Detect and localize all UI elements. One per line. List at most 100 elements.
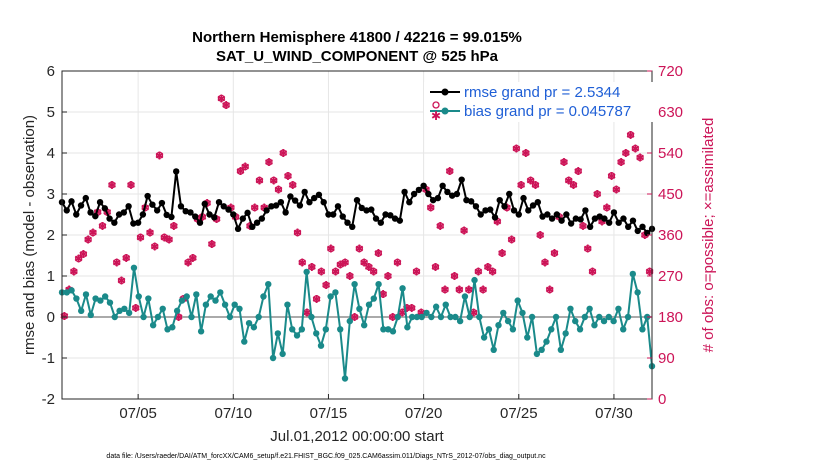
y-right-tick-label: 540	[658, 145, 683, 162]
bias-point	[169, 324, 176, 331]
count-assimilated-point: ✱	[336, 259, 345, 272]
count-assimilated-point: ✱	[626, 129, 635, 142]
y-right-tick-label: 270	[658, 268, 683, 285]
count-assimilated-point: ✱	[217, 92, 226, 105]
count-possible-point	[569, 181, 578, 189]
count-possible-point	[441, 286, 449, 294]
rmse-point	[215, 199, 223, 206]
count-possible-point	[151, 242, 159, 250]
count-assimilated-point: ✱	[383, 270, 392, 283]
count-possible-point	[460, 226, 468, 235]
rmse-point	[82, 194, 89, 202]
bias-point	[332, 289, 339, 296]
rmse-point	[415, 186, 423, 194]
bias-point	[226, 313, 234, 321]
y-axis-left-ticks: -2 -1 0 1 2 3 4 5 6	[42, 63, 67, 408]
rmse-point	[472, 203, 480, 210]
count-assimilated-point: ✱	[260, 202, 269, 215]
bias-point	[116, 307, 123, 315]
rmse-point	[601, 215, 608, 222]
count-assimilated-point: ✱	[512, 142, 521, 155]
count-possible-point	[536, 231, 544, 239]
count-assimilated-point: ✱	[364, 261, 373, 274]
count-possible-point	[360, 258, 368, 266]
bias-point	[600, 317, 608, 325]
y-right-tick-label: 630	[658, 104, 683, 121]
chart-title: Northern Hemisphere 41800 / 42216 = 99.0…	[192, 29, 522, 46]
count-possible-point	[60, 312, 68, 320]
count-assimilated-point: ✱	[374, 247, 383, 260]
x-tick-label: 07/05	[119, 405, 157, 422]
bias-point	[428, 313, 435, 321]
count-assimilated-point: ✱	[298, 256, 307, 269]
bias-point	[634, 289, 641, 296]
count-possible-point	[265, 158, 273, 166]
count-possible-point	[446, 167, 454, 175]
rmse-point	[325, 211, 332, 218]
rmse-point	[506, 190, 513, 198]
count-assimilated-point: ✱	[255, 174, 264, 187]
count-assimilated-point: ✱	[483, 261, 492, 274]
count-assimilated-point: ✱	[436, 220, 445, 233]
bias-point	[207, 293, 214, 300]
count-possible-point	[412, 267, 421, 276]
bias-point	[423, 309, 430, 317]
rmse-point	[144, 192, 151, 200]
bias-point	[188, 313, 195, 321]
count-possible-point	[508, 235, 516, 244]
count-assimilated-point: ✱	[635, 152, 644, 165]
count-assimilated-point: ✱	[126, 179, 135, 192]
count-possible-point	[351, 313, 359, 321]
rmse-point	[467, 198, 475, 205]
count-assimilated-point: ✱	[288, 179, 297, 192]
rmse-point	[368, 206, 375, 213]
count-possible-point	[79, 250, 88, 258]
legend-rmse-marker	[441, 88, 449, 96]
rmse-point	[605, 219, 613, 226]
bias-point	[552, 313, 560, 321]
count-possible-point	[312, 295, 321, 303]
count-possible-point	[574, 167, 582, 175]
rmse-point	[172, 168, 180, 175]
count-assimilated-point: ✱	[459, 224, 468, 237]
bias-point	[490, 346, 497, 353]
count-assimilated-point: ✱	[88, 227, 97, 240]
rmse-point	[230, 211, 237, 218]
count-assimilated-point: ✱	[450, 270, 459, 283]
bias-point	[418, 313, 425, 321]
rmse-point	[434, 194, 442, 202]
bias-point	[317, 342, 325, 349]
count-assimilated-point: ✱	[279, 147, 288, 160]
count-possible-point	[531, 181, 540, 189]
rmse-point	[320, 199, 327, 206]
bias-point	[557, 346, 565, 353]
count-assimilated-point: ✱	[616, 156, 625, 169]
legend-bias-marker	[441, 107, 449, 115]
count-assimilated-point: ✱	[559, 156, 568, 169]
rmse-point	[111, 219, 118, 226]
rmse-point	[444, 188, 451, 196]
count-possible-point	[512, 144, 520, 153]
x-tick-label: 07/10	[215, 405, 253, 422]
bias-point	[370, 295, 377, 302]
bias-point	[384, 326, 392, 333]
rmse-point	[87, 209, 94, 216]
y-right-tick-label: 0	[658, 391, 666, 408]
y-axis-right-ticks: 0 90 180 270 360 450 540 630 720	[647, 63, 683, 408]
count-possible-point	[241, 163, 249, 171]
legend-rmse-label: rmse grand pr = 2.5344	[464, 84, 620, 101]
count-possible-point	[75, 255, 83, 263]
rmse-point	[92, 212, 99, 220]
count-possible-point	[617, 158, 625, 166]
rmse-point	[225, 206, 232, 213]
rmse-point	[77, 202, 85, 209]
y-left-tick-label: 4	[47, 145, 55, 162]
bias-point	[509, 326, 517, 333]
count-assimilated-point: ✱	[183, 256, 192, 269]
bias-point	[380, 326, 387, 333]
bias-point	[212, 297, 219, 304]
rmse-point	[406, 199, 413, 206]
bias-point	[202, 301, 210, 308]
bias-point	[121, 305, 128, 312]
count-assimilated-point: ✱	[402, 302, 411, 315]
